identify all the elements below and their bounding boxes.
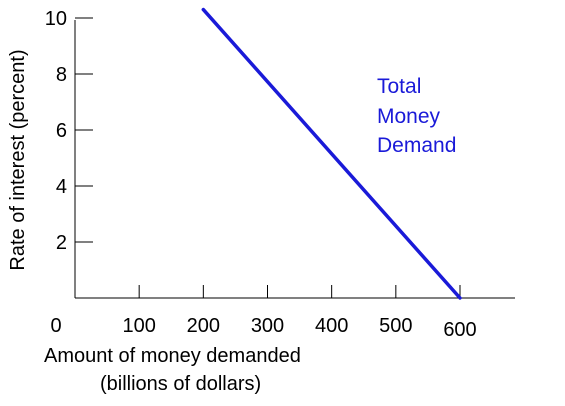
series-label-line-1: Total [377, 75, 421, 98]
tick-labels: 0 100 200 300 400 500 600 2 4 6 8 10 [45, 8, 477, 341]
series [201, 7, 462, 300]
x-tick-label-200: 200 [187, 315, 220, 337]
y-axis-label: Rate of interest (percent) [7, 49, 29, 270]
x-axis-label-line-2: (billions of dollars) [100, 373, 261, 395]
x-tick-label-400: 400 [315, 315, 348, 337]
y-tick-label-8: 8 [56, 64, 67, 86]
y-tick-label-6: 6 [56, 120, 67, 142]
x-axis-label-line-1: Amount of money demanded [44, 345, 301, 367]
y-tick-label-4: 4 [56, 176, 67, 198]
series-label-line-2: Money [377, 105, 441, 128]
series-line-0 [201, 7, 462, 300]
x-tick-label-0: 0 [50, 315, 61, 337]
x-tick-label-300: 300 [251, 315, 284, 337]
series-label-line-3: Demand [377, 134, 456, 157]
y-tick-label-10: 10 [45, 8, 67, 30]
axes [74, 20, 515, 299]
x-tick-label-100: 100 [122, 315, 155, 337]
y-tick-label-2: 2 [56, 232, 67, 254]
ticks [75, 17, 461, 298]
x-tick-label-500: 500 [379, 315, 412, 337]
x-tick-label-600: 600 [443, 319, 476, 341]
